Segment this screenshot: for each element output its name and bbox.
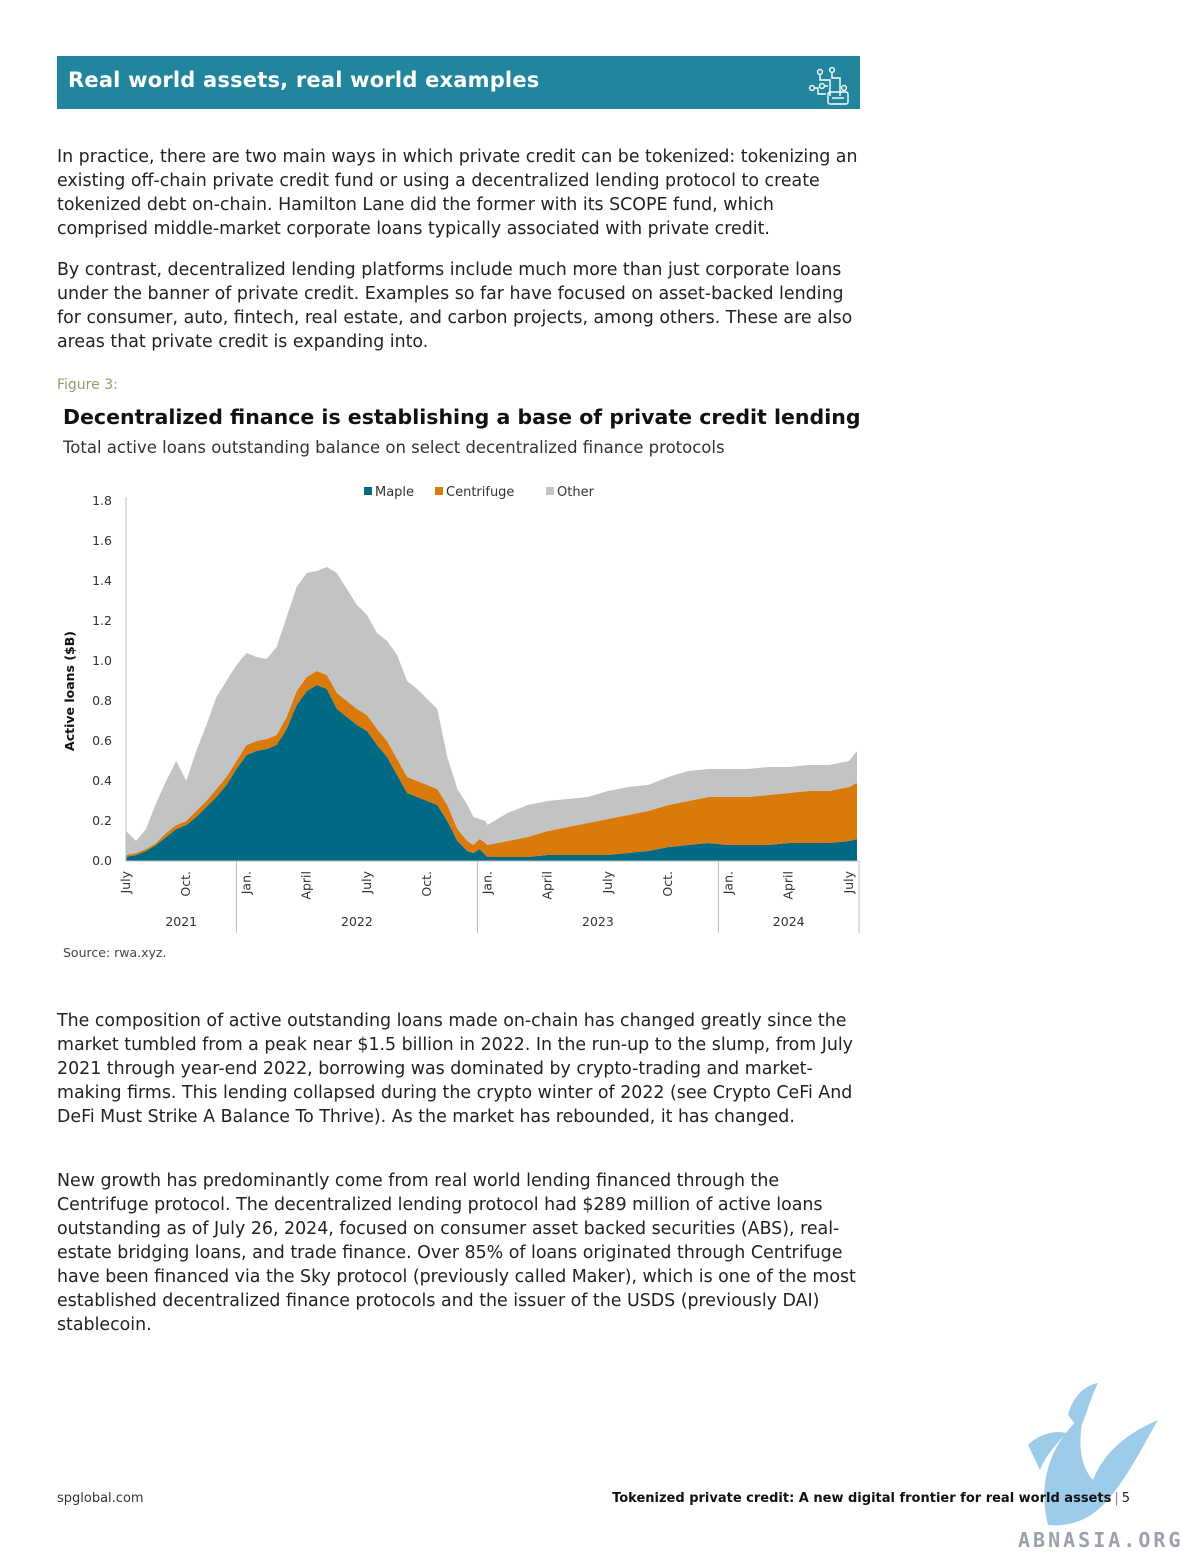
x-tick-label: April [781,871,796,900]
x-tick-label: July [359,870,374,894]
stacked-area-chart: 0.0 0.2 0.4 0.6 0.8 1.0 1.2 1.4 1.6 1.8 Active loa… [62,485,860,933]
legend-swatch-other [546,487,554,495]
footer-doc-title: Tokenized private credit: A new digital … [612,1491,1112,1506]
series-area-other [126,567,857,855]
y-tick-label: 0.4 [92,773,112,788]
legend-swatch-maple [364,487,372,495]
legend-label-centrifuge: Centrifuge [446,485,514,500]
y-tick-label: 0.2 [92,813,112,828]
x-tick-label: Oct. [419,871,434,897]
bird-logo-watermark [1028,1383,1158,1526]
year-label: 2023 [582,914,614,929]
footer-site[interactable]: spglobal.com [57,1491,144,1506]
x-tick-label: Jan. [720,871,735,895]
y-tick-label: 1.0 [92,653,112,668]
year-label: 2024 [773,914,805,929]
intro-paragraph: In practice, there are two main ways in … [57,147,858,239]
y-tick-label: 1.4 [92,573,112,588]
y-tick-label: 0.0 [92,853,112,868]
year-label: 2022 [341,914,373,929]
series-area-centrifuge [126,671,857,857]
x-tick-label: July [118,870,133,894]
legend-label-maple: Maple [375,485,414,500]
x-tick-label: July [600,870,615,894]
x-tick-label: April [299,871,314,900]
y-tick-label: 0.6 [92,733,112,748]
x-tick-label: Oct. [660,871,675,897]
y-tick-label: 1.8 [92,493,112,508]
y-tick-label: 1.6 [92,533,112,548]
figure-subtitle: Total active loans outstanding balance o… [63,438,725,457]
page-number: 5 [1121,1491,1130,1506]
watermark-text: ABNASIA.ORG [1018,1528,1184,1552]
footer-separator: | [1114,1491,1119,1506]
legend-label-other: Other [557,485,595,500]
y-tick-label: 1.2 [92,613,112,628]
x-tick-label: Jan. [238,871,253,895]
year-label: 2021 [165,914,197,929]
x-tick-label: July [841,870,856,894]
circuit-icon [808,66,849,105]
figure-label: Figure 3: [57,377,118,393]
y-axis-title: Active loans ($B) [62,631,77,751]
x-tick-label: April [540,871,555,900]
legend-swatch-centrifuge [435,487,443,495]
x-tick-label: Jan. [479,871,494,895]
composition-paragraph: The composition of active outstanding lo… [57,1011,853,1127]
x-tick-label: Oct. [178,871,193,897]
growth-paragraph: New growth has predominantly come from r… [57,1171,856,1335]
figure-source: Source: rwa.xyz. [63,945,167,960]
section-header-banner: Real world assets, real world examples [57,56,860,109]
footer-doc-info: Tokenized private credit: A new digital … [612,1491,1130,1506]
y-tick-label: 0.8 [92,693,112,708]
section-title: Real world assets, real world examples [68,68,540,92]
series-area-maple [126,685,857,861]
contrast-paragraph: By contrast, decentralized lending platf… [57,260,853,352]
figure-title: Decentralized finance is establishing a … [63,405,861,429]
